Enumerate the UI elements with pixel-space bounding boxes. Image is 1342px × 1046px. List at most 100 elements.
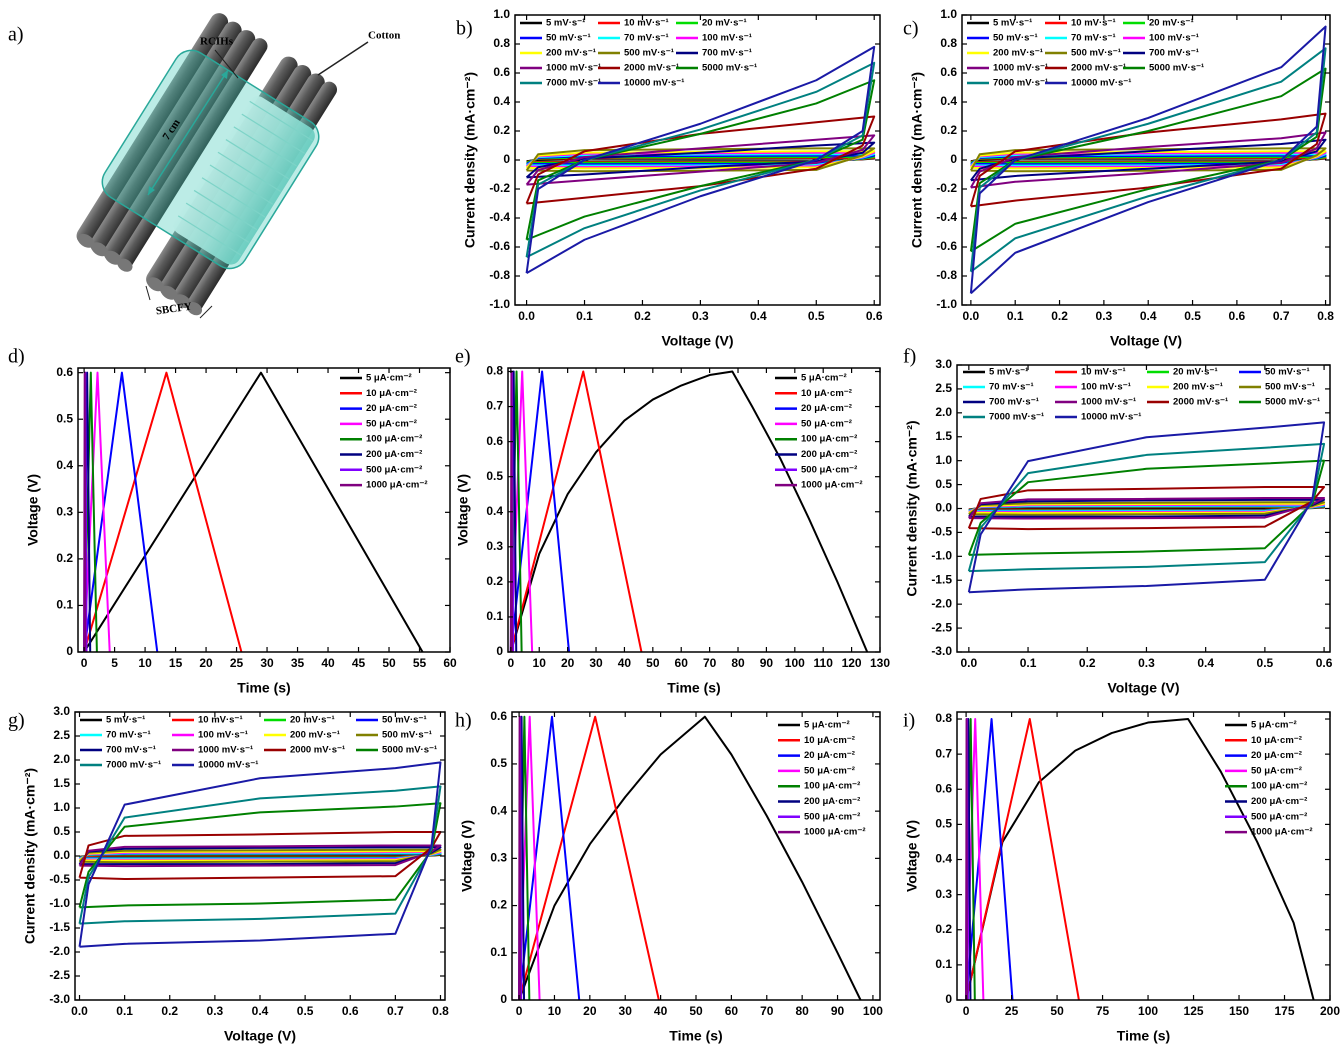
- series-line: [83, 371, 424, 652]
- x-tick-label: 0.4: [252, 1004, 269, 1018]
- x-tick-label: 175: [1274, 1004, 1294, 1018]
- legend-label: 50 mV·s⁻¹: [993, 33, 1038, 44]
- y-tick-label: 0.5: [490, 756, 507, 770]
- x-tick-label: 0.2: [634, 309, 651, 323]
- legend-label: 200 mV·s⁻¹: [290, 730, 340, 741]
- legend-label: 1000 μA·cm⁻²: [1251, 827, 1313, 838]
- y-tick-label: -1.5: [49, 920, 70, 934]
- y-axis-title: Voltage (V): [904, 820, 920, 892]
- series-line: [78, 802, 442, 909]
- x-tick-label: 0.8: [432, 1004, 449, 1018]
- legend-label: 200 mV·s⁻¹: [993, 48, 1043, 59]
- series-line: [969, 67, 1327, 253]
- series-line: [969, 131, 1327, 189]
- y-tick-label: 0.2: [940, 123, 957, 137]
- x-tick-label: 5: [111, 656, 118, 670]
- x-tick-label: 0.6: [1229, 309, 1246, 323]
- series-line: [526, 156, 876, 164]
- series-line: [967, 459, 1326, 556]
- legend: 5 μA·cm⁻² 10 μA·cm⁻² 20 μA·cm⁻² 50 μA·cm⁻² 1…: [1225, 720, 1313, 838]
- y-tick-label: -2.0: [931, 596, 952, 610]
- plot-area: [969, 25, 1327, 295]
- x-tick-label: 0.4: [750, 309, 767, 323]
- x-tick-label: 0.6: [1316, 656, 1333, 670]
- series-line: [968, 502, 1326, 515]
- x-tick-label: 125: [1184, 1004, 1204, 1018]
- legend-label: 10 μA·cm⁻²: [801, 388, 852, 399]
- y-tick-label: -0.4: [489, 210, 510, 224]
- x-tick-label: 0: [963, 1004, 970, 1018]
- x-axis-title: Voltage (V): [1107, 680, 1179, 696]
- x-tick-label: 0.2: [1051, 309, 1068, 323]
- x-tick-label: 0.0: [518, 309, 535, 323]
- y-axis-title: Voltage (V): [459, 820, 475, 892]
- y-tick-label: 0.2: [935, 922, 952, 936]
- x-tick-label: 10: [138, 656, 152, 670]
- y-tick-label: 0.6: [486, 434, 503, 448]
- x-tick-label: 20: [561, 656, 575, 670]
- y-tick-label: 0.4: [486, 504, 503, 518]
- series-line: [509, 370, 571, 652]
- y-tick-label: -0.4: [936, 210, 957, 224]
- legend-label: 20 μA·cm⁻²: [1251, 750, 1302, 761]
- legend-label: 50 mV·s⁻¹: [546, 33, 591, 44]
- pointer: [145, 285, 151, 301]
- series-line: [525, 150, 876, 170]
- series-line: [525, 134, 876, 186]
- x-tick-label: 200: [1320, 1004, 1340, 1018]
- series-line: [78, 846, 442, 866]
- chart: g) 0.0 0.1 0.2 0.3 0.4 0.5 0.6 0.7 0.8 -3.0 -2.5 -2.…: [8, 704, 449, 1044]
- plot-area: [967, 421, 1326, 594]
- x-tick-label: 15: [169, 656, 183, 670]
- y-axis-title: Current density (mA·cm⁻²): [22, 768, 38, 944]
- chart: i) 0 25 50 75 100 125 150 175 200 0 0.1 0.2 0.3 0.4 0.5…: [903, 710, 1340, 1044]
- y-tick-label: 0.5: [53, 824, 70, 838]
- x-tick-label: 130: [870, 656, 890, 670]
- legend-label: 20 mV·s⁻¹: [290, 715, 335, 726]
- plot-area: [518, 715, 862, 1000]
- legend-label: 50 μA·cm⁻²: [804, 765, 855, 776]
- pointer: [199, 305, 213, 319]
- x-tick-label: 0.3: [207, 1004, 224, 1018]
- y-axis-title: Current density (mA·cm⁻²): [462, 72, 478, 248]
- legend-label: 100 mV·s⁻¹: [1149, 33, 1199, 44]
- series-line: [509, 370, 643, 652]
- legend-label: 5 mV·s⁻¹: [106, 715, 145, 726]
- chart: e) 0 10 20 30 40 50 60 70 80 90 100 110 120 130 0 0.1 0.2…: [455, 346, 891, 696]
- series-line: [970, 153, 1327, 167]
- y-tick-label: 0.5: [935, 817, 952, 831]
- x-tick-label: 100: [863, 1004, 883, 1018]
- series-line: [78, 844, 442, 868]
- x-tick-label: 40: [321, 656, 335, 670]
- y-tick-label: 2.5: [53, 728, 70, 742]
- y-tick-label: 0: [945, 992, 952, 1006]
- x-tick-label: 0.1: [1007, 309, 1024, 323]
- legend-label: 100 μA·cm⁻²: [801, 434, 857, 445]
- x-tick-label: 70: [703, 656, 717, 670]
- legend-label: 2000 mV·s⁻¹: [290, 745, 345, 756]
- x-tick-label: 60: [443, 656, 457, 670]
- series-line: [83, 371, 159, 652]
- x-tick-label: 0.7: [1273, 309, 1290, 323]
- x-tick-label: 110: [814, 656, 834, 670]
- y-tick-label: 0.8: [940, 36, 957, 50]
- y-tick-label: 0.6: [490, 709, 507, 723]
- legend-label: 20 μA·cm⁻²: [801, 403, 852, 414]
- series-line: [518, 715, 522, 1000]
- panel-label: c): [903, 18, 919, 40]
- legend-label: 20 mV·s⁻¹: [702, 18, 747, 29]
- y-tick-label: 0.8: [486, 364, 503, 378]
- legend-label: 2000 mV·s⁻¹: [1071, 63, 1126, 74]
- legend-label: 500 μA·cm⁻²: [1251, 811, 1307, 822]
- y-tick-label: 0.3: [490, 851, 507, 865]
- legend: 5 μA·cm⁻² 10 μA·cm⁻² 20 μA·cm⁻² 50 μA·cm⁻² 1…: [775, 373, 863, 491]
- legend-label: 100 mV·s⁻¹: [702, 33, 752, 44]
- x-tick-label: 0.0: [963, 309, 980, 323]
- x-tick-label: 100: [1138, 1004, 1158, 1018]
- x-tick-label: 50: [382, 656, 396, 670]
- legend-label: 7000 mV·s⁻¹: [993, 78, 1048, 89]
- legend-label: 500 mV·s⁻¹: [1265, 382, 1315, 393]
- y-tick-label: -2.0: [49, 944, 70, 958]
- y-tick-label: -0.6: [489, 239, 510, 253]
- y-tick-label: 1.0: [940, 7, 957, 21]
